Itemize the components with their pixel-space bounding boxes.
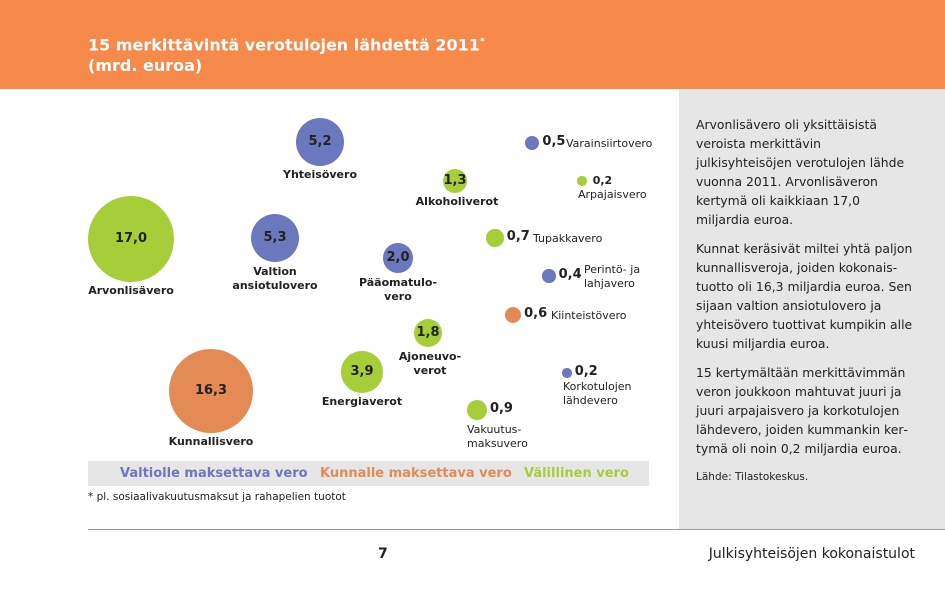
bubble-1: 16,3 (168, 348, 254, 434)
bubble-label: Varainsiirtovero (566, 137, 653, 150)
bubble-14 (562, 368, 572, 378)
bubble-value: 0,6 (524, 306, 548, 321)
bubble-label: Pääomatulo-vero (358, 276, 438, 303)
sidebar-paragraph: Kunnat keräsivät miltei yhtä paljon kunn… (696, 241, 913, 351)
bubble-label: Korkotulojen lähdevero (563, 380, 632, 407)
bubble-label: Tupakkavero (533, 232, 603, 245)
source-note: Lähde: Tilastokeskus. (696, 471, 809, 483)
bubble-label: Perintö- ja lahjavero (584, 263, 641, 290)
legend-municipal: Kunnalle maksettava vero (320, 466, 512, 481)
footnote: * pl. sosiaalivakuutusmaksut ja rahapeli… (88, 491, 346, 503)
bubble-label: Yhteisövero (282, 168, 358, 181)
bubble-0: 17,0 (87, 195, 175, 283)
bubble-label: Kiinteistövero (551, 309, 627, 322)
header-banner: 15 merkittävintä verotulojen lähdettä 20… (0, 0, 945, 89)
bubble-4: 3,9 (341, 351, 383, 393)
page-number: 7 (378, 546, 388, 562)
legend: Valtiolle maksettava vero Kunnalle makse… (88, 461, 649, 486)
bubble-value: 0,9 (489, 401, 513, 416)
sidebar: Arvonlisävero oli yksittäisistä verois­t… (679, 89, 945, 530)
bubble-7: 1,3 (443, 169, 467, 193)
bubble-10 (504, 306, 522, 324)
bubble-6: 1,8 (413, 318, 443, 348)
legend-state: Valtiolle maksettava vero (120, 466, 308, 481)
legend-indirect: Välillinen vero (524, 466, 629, 481)
title-line-2: (mrd. euroa) (88, 56, 203, 76)
bubble-value: 0,4 (558, 267, 582, 282)
bubble-8 (467, 400, 487, 420)
sidebar-paragraph: Arvonlisävero oli yksittäisistä verois­t… (696, 117, 905, 227)
bubble-value: 0,2 (574, 364, 598, 379)
bubble-label: Arpajaisvero (578, 188, 647, 201)
bubble-3: 5,2 (296, 118, 344, 166)
bubble-2: 5,3 (250, 213, 300, 263)
bubble-label: Valtion ansiotulovero (232, 265, 318, 292)
bubble-label: Ajoneuvo-verot (398, 350, 462, 377)
title-footnote-mark: * (479, 37, 485, 47)
sidebar-paragraph: 15 kertymältään merkittävimmän veron jou… (696, 365, 908, 456)
bubble-13 (577, 176, 587, 186)
chart-title: 15 merkittävintä verotulojen lähdettä 20… (88, 32, 485, 76)
bubble-12 (542, 269, 556, 283)
bubble-chart: 17,0 Arvonlisävero 16,3 Kunnallisvero 5,3 Val… (0, 89, 679, 469)
bubble-label: Kunnallisvero (168, 435, 254, 448)
footer-title: Julkisyhteisöjen kokonaistulot (708, 546, 915, 562)
bubble-value: 0,2 (592, 174, 613, 187)
bubble-label: Vakuutus-maksuvero (467, 423, 528, 450)
bubble-value: 0,5 (542, 134, 566, 149)
bubble-11 (524, 135, 540, 151)
bubble-label: Energiaverot (321, 395, 403, 408)
title-line-1: 15 merkittävintä verotulojen lähdettä 20… (88, 35, 480, 55)
bubble-5: 2,0 (383, 243, 413, 273)
bubble-value: 0,7 (506, 229, 530, 244)
bubble-label: Arvonlisävero (88, 284, 174, 297)
bubble-9 (486, 229, 504, 247)
footer-divider (88, 529, 945, 530)
bubble-label: Alkoholiverot (415, 195, 499, 208)
